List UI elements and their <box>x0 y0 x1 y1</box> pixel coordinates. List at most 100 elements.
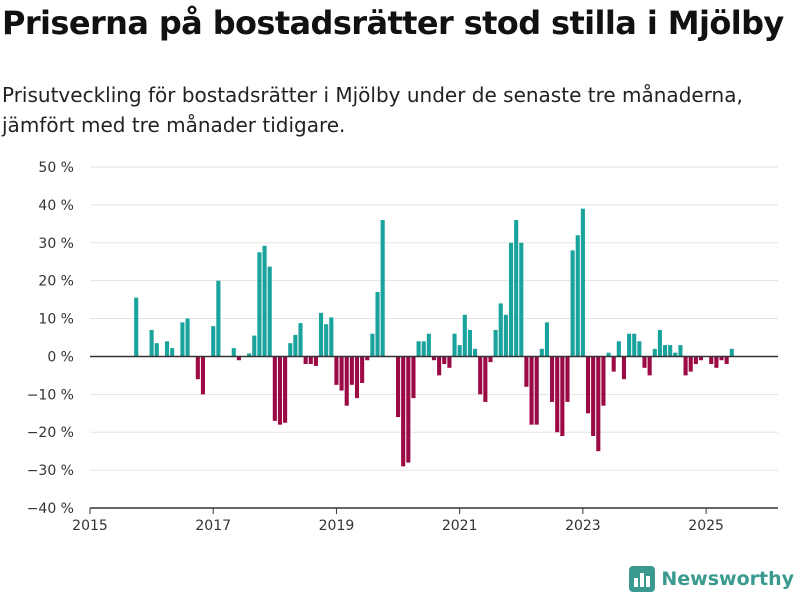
bar <box>211 326 216 357</box>
bar <box>467 329 472 357</box>
bar <box>303 356 308 365</box>
bar <box>570 250 575 357</box>
bar <box>200 356 206 395</box>
bar <box>180 322 185 357</box>
bar <box>693 356 698 365</box>
bar <box>657 329 662 357</box>
bar <box>293 334 298 357</box>
bar <box>324 324 329 357</box>
y-tick-label: 0 % <box>47 349 74 365</box>
y-tick-label: 30 % <box>38 236 74 252</box>
bar <box>411 356 416 399</box>
bar <box>596 356 601 452</box>
bar <box>185 318 190 357</box>
bar <box>380 220 385 357</box>
bar <box>585 356 591 414</box>
x-tick-label: 2019 <box>319 518 355 530</box>
bar <box>580 208 585 357</box>
bar <box>416 341 421 357</box>
gridlines <box>90 166 778 471</box>
bar-chart-logo-icon <box>629 566 656 592</box>
bar <box>688 356 693 372</box>
bar <box>349 356 354 385</box>
bar <box>426 333 431 357</box>
bar <box>544 322 550 357</box>
y-axis-tick-labels: −40 % −30 % −20 % −10 % 0 % 10 % 20 % 30 % 40 % 5… <box>27 160 74 517</box>
bar <box>493 329 498 357</box>
bar <box>452 333 457 357</box>
bar-chart: −40 % −30 % −20 % −10 % 0 % 10 % 20 % 30 % 40 % 5… <box>27 150 778 530</box>
newsworthy-brand: Newsworthy <box>629 566 794 592</box>
bar <box>662 345 668 357</box>
y-tick-label: −10 % <box>27 387 74 403</box>
bar <box>164 341 170 357</box>
annotations: 0 % <box>723 150 752 154</box>
y-tick-label: 20 % <box>38 274 74 290</box>
bar <box>473 348 478 357</box>
bar <box>365 356 370 361</box>
bar <box>560 356 565 437</box>
y-tick-label: −30 % <box>27 463 74 479</box>
y-tick-label: −20 % <box>27 425 74 441</box>
bar <box>308 356 313 365</box>
bar <box>313 356 318 366</box>
bar <box>375 292 380 357</box>
bar <box>621 356 627 380</box>
bar <box>329 317 334 357</box>
bar <box>524 356 529 387</box>
bar <box>488 356 493 363</box>
bar <box>514 220 519 357</box>
bar <box>550 356 555 402</box>
bar <box>216 280 221 357</box>
bar <box>627 333 632 357</box>
bar <box>616 341 621 357</box>
bar <box>272 356 277 421</box>
bar <box>339 356 344 391</box>
bar <box>668 345 673 357</box>
bar <box>252 335 257 357</box>
chart-title: Priserna på bostadsrätter stod stilla i … <box>2 4 784 42</box>
bar <box>360 356 365 383</box>
bar <box>565 356 570 402</box>
bar <box>334 356 339 385</box>
bar <box>231 348 236 357</box>
bar <box>642 356 647 368</box>
bar <box>344 356 349 406</box>
bar <box>632 333 637 357</box>
x-tick-label: 2021 <box>442 518 478 530</box>
y-tick-label: 40 % <box>38 198 74 214</box>
bar <box>247 353 252 357</box>
bar <box>447 356 452 368</box>
brand-name: Newsworthy <box>661 568 794 590</box>
bar <box>673 352 678 357</box>
bar <box>678 345 683 357</box>
x-tick-label: 2023 <box>565 518 601 530</box>
bar <box>195 356 200 380</box>
bar <box>401 356 406 467</box>
bar <box>267 266 272 357</box>
bars <box>134 208 734 467</box>
bar <box>683 356 688 376</box>
bar <box>529 356 534 425</box>
bar <box>478 356 483 395</box>
bar <box>236 356 241 361</box>
bar <box>611 356 616 372</box>
y-tick-label: 10 % <box>38 312 74 328</box>
chart-subtitle: Prisutveckling för bostadsrätter i Mjölb… <box>2 83 743 137</box>
bar <box>729 348 734 357</box>
x-tick-label: 2015 <box>72 518 108 530</box>
bar <box>503 314 508 357</box>
bar <box>698 356 704 361</box>
bar-value-label: 0 % <box>723 150 752 154</box>
bar <box>431 356 437 361</box>
bar <box>318 312 324 357</box>
bar <box>606 352 611 357</box>
bar <box>354 356 360 399</box>
bar <box>724 356 729 365</box>
bar <box>134 297 139 357</box>
bar <box>457 345 462 357</box>
bar <box>483 356 488 402</box>
bar <box>555 356 560 433</box>
bar <box>283 356 288 423</box>
bar <box>601 356 606 406</box>
